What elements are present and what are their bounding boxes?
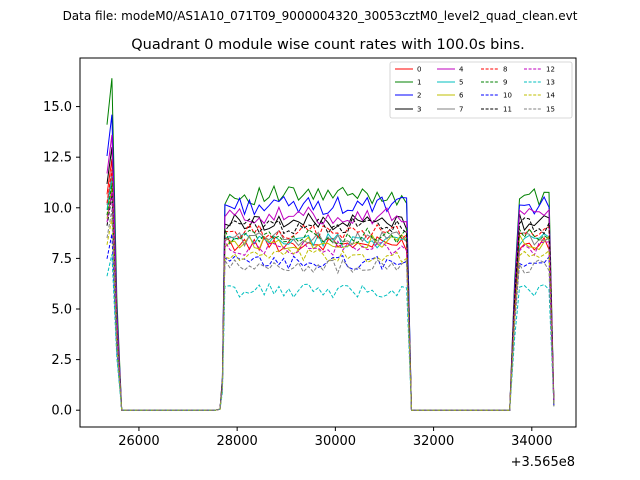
- axes: 26000 28000 30000 32000 34000 0.0 2.5 5.0 7.5 10.…: [43, 100, 552, 449]
- x-tick-label: 34000: [511, 434, 552, 449]
- legend-label-12: 12: [546, 66, 555, 74]
- legend-label-1: 1: [417, 79, 421, 87]
- legend-label-5: 5: [459, 79, 463, 87]
- plot-frame: [79, 57, 577, 428]
- y-tick-label: 12.5: [43, 151, 72, 166]
- legend-label-13: 13: [546, 79, 555, 87]
- legend-label-15: 15: [546, 106, 555, 114]
- x-offset-label: +3.565e8: [511, 455, 575, 470]
- y-tick-label: 15.0: [43, 100, 72, 115]
- series-line-15: [106, 209, 555, 411]
- legend-label-8: 8: [503, 66, 507, 74]
- legend-label-14: 14: [546, 92, 555, 100]
- legend-box: [389, 61, 573, 119]
- x-tick-label: 30000: [315, 434, 356, 449]
- legend-label-9: 9: [503, 79, 507, 87]
- y-tick-label: 7.5: [51, 252, 72, 267]
- x-tick-label: 28000: [216, 434, 257, 449]
- figure-suptitle: Data file: modeM0/AS1A10_071T09_90000043…: [63, 9, 578, 23]
- legend-label-10: 10: [503, 92, 512, 100]
- series-line-13: [106, 254, 555, 411]
- legend-label-3: 3: [417, 106, 421, 114]
- legend-label-0: 0: [417, 66, 421, 74]
- x-tick-label: 26000: [118, 434, 159, 449]
- plot-lines: [106, 78, 555, 411]
- y-tick-label: 5.0: [51, 302, 72, 317]
- y-tick-label: 0.0: [51, 404, 72, 419]
- legend-label-4: 4: [459, 66, 464, 74]
- y-tick-label: 10.0: [43, 201, 72, 216]
- y-tick-label: 2.5: [51, 353, 72, 368]
- legend-label-11: 11: [503, 106, 512, 114]
- legend-label-6: 6: [459, 92, 464, 100]
- legend-label-2: 2: [417, 92, 421, 100]
- x-tick-label: 32000: [413, 434, 454, 449]
- chart-title: Quadrant 0 module wise count rates with …: [131, 37, 525, 53]
- legend-label-7: 7: [459, 106, 463, 114]
